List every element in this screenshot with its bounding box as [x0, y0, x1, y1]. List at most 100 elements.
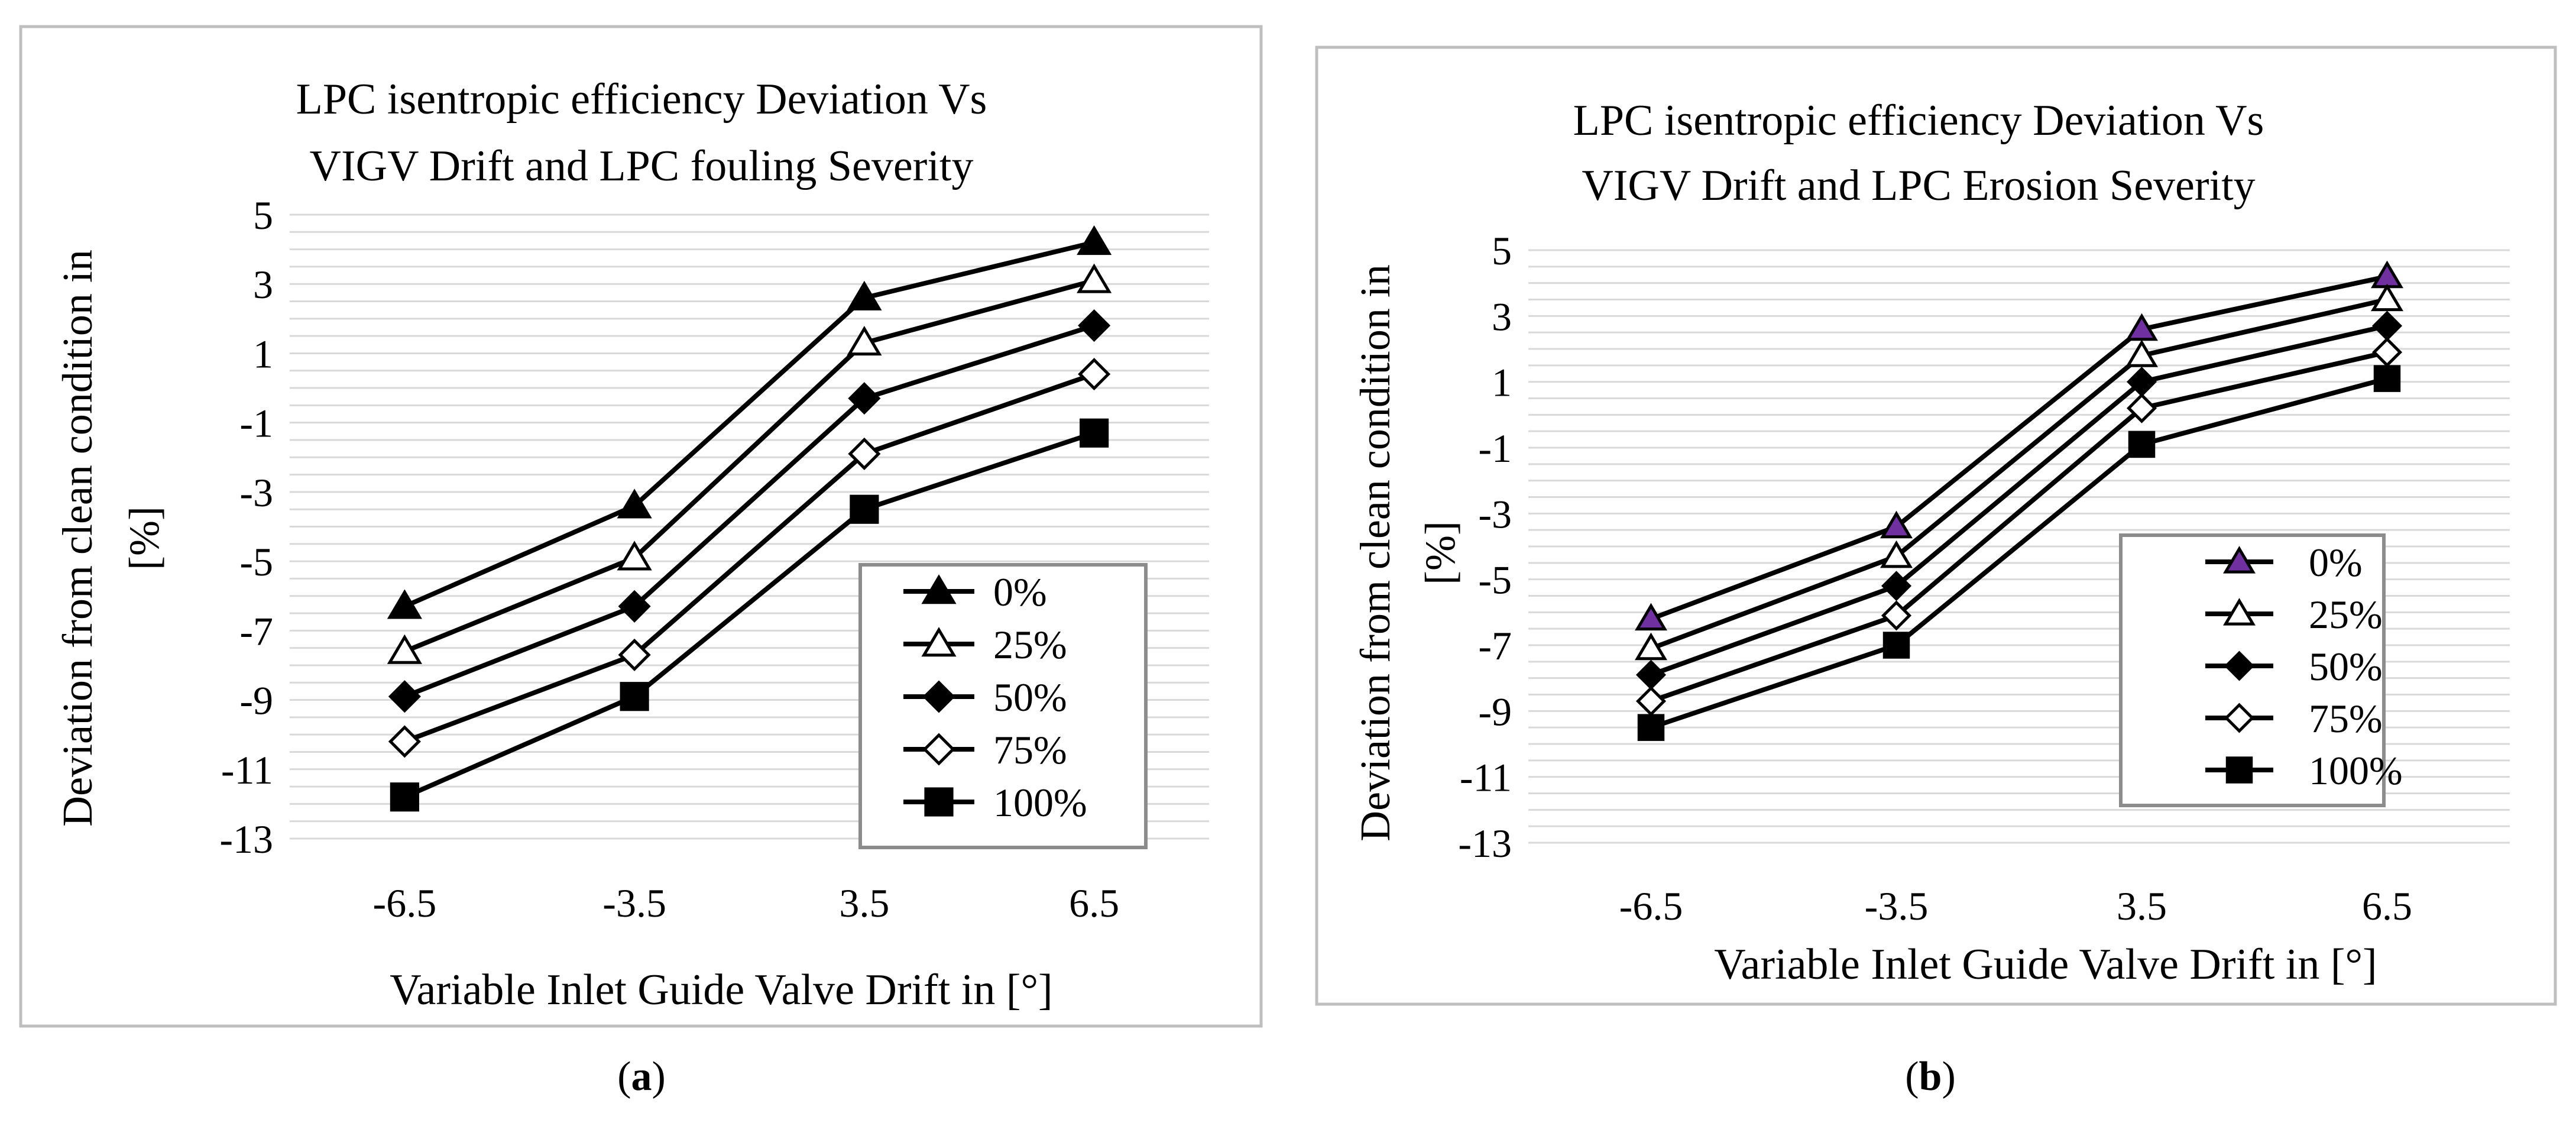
- chart-b-series: [1635, 260, 2403, 741]
- legend-marker: [922, 733, 955, 766]
- series-line: [1650, 274, 2388, 622]
- legend-marker: [921, 627, 957, 657]
- data-point: [1880, 540, 1913, 568]
- data-point: [2128, 431, 2156, 458]
- chart-b-x-ticks: -6.5 -3.5 3.5 6.5: [1619, 884, 2412, 928]
- data-point: [847, 280, 882, 310]
- chart-a-x-ticks: -6.5 -3.5 3.5 6.5: [373, 881, 1120, 926]
- data-point: [1078, 358, 1111, 391]
- legend-label: 0%: [2309, 540, 2363, 585]
- y-tick-label: -7: [239, 609, 273, 653]
- chart-b-title-line-2: VIGV Drift and LPC Erosion Severity: [1582, 161, 2255, 210]
- series-50%: [388, 309, 1111, 713]
- legend-label: 100%: [993, 780, 1087, 825]
- data-point: [388, 725, 421, 758]
- legend-label: 25%: [993, 622, 1067, 667]
- chart-a: LPC isentropic efficiency Deviation Vs V…: [19, 25, 1263, 1028]
- data-point: [390, 782, 419, 812]
- data-point: [387, 634, 422, 664]
- y-tick-label: -3: [239, 470, 273, 515]
- data-point: [850, 494, 879, 524]
- legend-item: 25%: [2205, 592, 2383, 637]
- legend-label: 75%: [2309, 696, 2383, 741]
- series-75%: [388, 358, 1111, 758]
- legend-label: 75%: [993, 727, 1067, 772]
- legend-marker: [2224, 651, 2255, 681]
- legend-item: 100%: [903, 780, 1087, 825]
- series-line: [403, 323, 1095, 699]
- data-point: [1635, 632, 1667, 661]
- x-tick-label: -3.5: [1865, 884, 1929, 928]
- legend-item: 0%: [903, 570, 1047, 614]
- legend-item: 50%: [903, 675, 1067, 720]
- y-tick-label: -1: [239, 401, 273, 446]
- data-point: [388, 680, 421, 713]
- x-tick-label: 3.5: [839, 881, 889, 926]
- data-point: [1078, 309, 1111, 342]
- data-point: [847, 325, 882, 356]
- chart-b-x-axis-label: Variable Inlet Guide Valve Drift in [°]: [1714, 940, 2377, 989]
- legend-label: 0%: [993, 570, 1047, 614]
- x-tick-label: 3.5: [2117, 884, 2167, 928]
- chart-a-y-axis-label-line-1: Deviation from clean condition in: [54, 250, 101, 827]
- data-point: [617, 541, 652, 571]
- legend-item: 75%: [2205, 696, 2383, 741]
- y-tick-label: 1: [1492, 360, 1512, 405]
- legend-item: 50%: [2205, 644, 2383, 689]
- data-point: [387, 589, 422, 619]
- data-point: [1077, 263, 1112, 293]
- y-tick-label: -13: [1458, 821, 1512, 866]
- legend-marker: [2223, 546, 2256, 574]
- series-line: [1650, 350, 2388, 704]
- series-line: [403, 371, 1095, 744]
- data-point: [848, 437, 881, 470]
- chart-b-y-axis-label-line-2: [%]: [1417, 521, 1464, 585]
- legend-label: 25%: [2309, 592, 2383, 637]
- series-line: [403, 431, 1095, 800]
- legend-label: 50%: [993, 675, 1067, 720]
- chart-a-x-axis-label: Variable Inlet Guide Valve Drift in [°]: [390, 966, 1052, 1014]
- chart-b: LPC isentropic efficiency Deviation Vs V…: [1315, 46, 2557, 1006]
- y-tick-label: -9: [239, 678, 273, 723]
- legend-item: 25%: [903, 622, 1067, 667]
- x-tick-label: -6.5: [373, 881, 437, 926]
- y-tick-label: -5: [239, 539, 273, 584]
- series-line: [1650, 376, 2388, 730]
- y-tick-label: -3: [1478, 491, 1512, 536]
- data-point: [1635, 603, 1667, 631]
- legend-item: 100%: [2205, 748, 2403, 793]
- chart-b-title-line-1: LPC isentropic efficiency Deviation Vs: [1573, 96, 2264, 145]
- x-tick-label: 6.5: [1069, 881, 1119, 926]
- legend-marker: [924, 787, 954, 817]
- chart-a-legend: 0% 25% 50% 75% 100%: [858, 563, 1148, 849]
- data-point: [1881, 600, 1912, 631]
- series-line: [403, 240, 1095, 609]
- x-tick-label: -6.5: [1619, 884, 1683, 928]
- series-line: [1650, 323, 2388, 677]
- chart-a-title-line-2: VIGV Drift and LPC fouling Severity: [310, 142, 974, 190]
- data-point: [1880, 510, 1913, 539]
- series-100%: [390, 418, 1109, 812]
- chart-a-y-axis-label-line-2: [%]: [121, 506, 168, 570]
- legend-label: 50%: [2309, 644, 2383, 689]
- y-tick-label: -1: [1478, 426, 1512, 471]
- chart-a-y-ticks: 5 3 1 -1 -3 -5 -7 -9 -11 -13: [219, 193, 273, 862]
- chart-b-caption: (b): [1905, 1054, 1956, 1099]
- data-point: [617, 488, 652, 519]
- y-tick-label: 5: [253, 193, 273, 238]
- data-point: [1080, 418, 1109, 448]
- y-tick-label: 3: [1492, 294, 1512, 339]
- data-point: [848, 382, 881, 415]
- y-tick-label: 1: [253, 331, 273, 376]
- chart-b-legend: 0% 25% 50% 75% 100%: [2119, 533, 2403, 807]
- data-point: [2371, 283, 2403, 312]
- y-tick-label: 3: [253, 262, 273, 307]
- chart-b-y-axis-label-line-1: Deviation from clean condition in: [1352, 264, 1399, 842]
- series-line: [403, 278, 1095, 654]
- series-line: [1650, 297, 2388, 651]
- data-point: [618, 590, 651, 623]
- y-tick-label: -11: [221, 748, 273, 792]
- y-tick-label: -13: [219, 817, 273, 862]
- series-50%: [1635, 310, 2403, 690]
